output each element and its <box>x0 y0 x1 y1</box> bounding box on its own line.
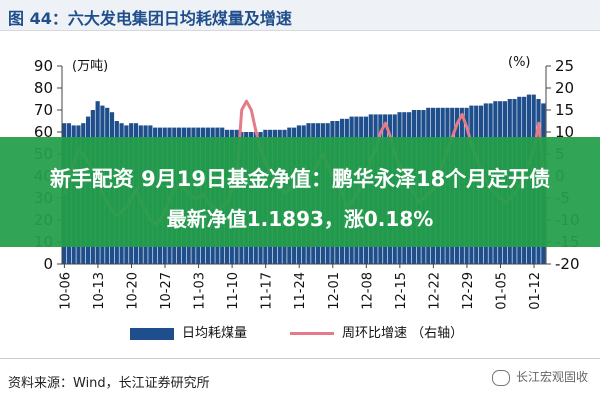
watermark-text: 长江宏观固收 <box>515 370 588 384</box>
figure-title: 图 44：六大发电集团日均耗煤量及增速 <box>8 9 292 28</box>
legend-label-line: 周环比增速 （右轴） <box>342 326 464 341</box>
x-axis-tick-label: 11-17 <box>260 272 275 310</box>
overlay-subline[interactable]: 最新净值1.1893，涨0.18% <box>166 207 434 231</box>
legend-swatch-bar <box>130 327 174 340</box>
left-axis-unit: (万吨) <box>72 59 108 74</box>
left-axis-tick-label: 80 <box>34 79 53 97</box>
x-axis-tick-label: 10-06 <box>58 272 73 310</box>
legend-item-line: 周环比增速 （右轴） <box>290 322 463 341</box>
right-axis-tick-label: -20 <box>555 255 580 273</box>
wechat-icon <box>491 369 510 386</box>
x-axis-tick-label: 10-20 <box>126 272 141 310</box>
legend-item-bar: 日均耗煤量 <box>130 322 247 341</box>
overlay-headline[interactable]: 新手配资 9月19日基金净值：鹏华永泽18个月定开债 <box>49 167 551 191</box>
x-axis-tick-label: 01-05 <box>495 272 510 310</box>
footer-divider <box>0 358 600 359</box>
left-axis-tick-label: 90 <box>34 57 53 75</box>
x-axis-tick-label: 11-10 <box>226 272 241 310</box>
right-axis-tick-label: 25 <box>555 57 574 75</box>
right-axis-tick-label: 10 <box>555 123 574 141</box>
x-axis-tick-label: 12-08 <box>360 272 375 310</box>
x-axis-tick-label: 12-29 <box>461 272 476 310</box>
legend-label-bar: 日均耗煤量 <box>182 326 248 341</box>
right-axis-unit: (%) <box>508 55 531 70</box>
title-bar: 图 44：六大发电集团日均耗煤量及增速 <box>0 0 600 31</box>
x-axis-tick-label: 01-12 <box>528 272 543 310</box>
left-axis-tick-label: 60 <box>34 123 53 141</box>
legend-swatch-line <box>290 332 334 335</box>
x-axis-tick-label: 12-22 <box>427 272 442 310</box>
x-axis-tick-label: 10-27 <box>159 272 174 310</box>
x-axis-tick-label: 11-03 <box>193 272 208 310</box>
x-axis-tick-label: 11-24 <box>293 272 308 310</box>
right-axis-tick-label: 15 <box>555 101 574 119</box>
x-axis-tick-label: 10-13 <box>92 272 107 310</box>
watermark: 长江宏观固收 <box>491 368 588 386</box>
left-axis-tick-label: 70 <box>34 101 53 119</box>
news-overlay-banner[interactable]: 新手配资 9月19日基金净值：鹏华永泽18个月定开债 最新净值1.1893，涨0… <box>0 137 600 247</box>
left-axis-tick-label: 0 <box>43 255 53 273</box>
source-note: 资料来源：Wind，长江证券研究所 <box>8 376 210 391</box>
x-axis-tick-label: 12-15 <box>394 272 409 310</box>
right-axis-tick-label: 20 <box>555 79 574 97</box>
x-axis-tick-label: 12-01 <box>327 272 342 310</box>
